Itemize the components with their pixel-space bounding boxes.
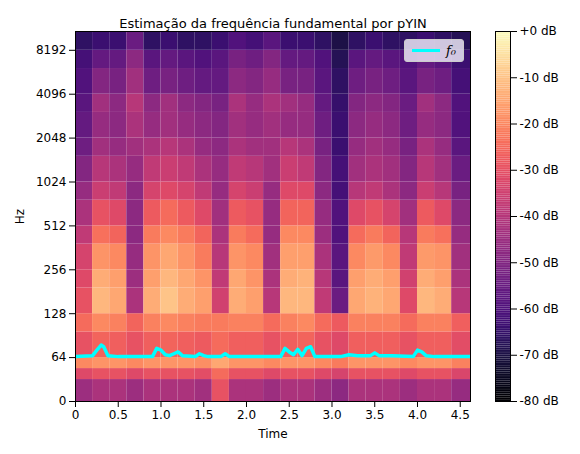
svg-text:-80 dB: -80 dB — [520, 394, 559, 408]
svg-text:1.5: 1.5 — [194, 408, 213, 422]
svg-text:2.5: 2.5 — [280, 408, 299, 422]
svg-text:512: 512 — [44, 219, 67, 233]
svg-text:Hz: Hz — [13, 209, 27, 224]
svg-text:4096: 4096 — [36, 87, 67, 101]
svg-text:0: 0 — [59, 394, 67, 408]
svg-text:3.0: 3.0 — [322, 408, 341, 422]
svg-text:2048: 2048 — [36, 131, 67, 145]
svg-text:-60 dB: -60 dB — [520, 302, 559, 316]
svg-text:0: 0 — [72, 408, 80, 422]
svg-text:1.0: 1.0 — [151, 408, 170, 422]
svg-text:3.5: 3.5 — [365, 408, 384, 422]
svg-text:-70 dB: -70 dB — [520, 348, 559, 362]
svg-text:256: 256 — [44, 263, 67, 277]
svg-text:-20 dB: -20 dB — [520, 117, 559, 131]
svg-text:-40 dB: -40 dB — [520, 209, 559, 223]
svg-text:64: 64 — [51, 350, 66, 364]
svg-text:0.5: 0.5 — [109, 408, 128, 422]
svg-text:-30 dB: -30 dB — [520, 163, 559, 177]
svg-text:Estimação da frequência fundam: Estimação da frequência fundamental por … — [119, 16, 427, 31]
svg-text:Time: Time — [257, 427, 287, 441]
svg-text:8192: 8192 — [36, 43, 67, 57]
svg-text:1024: 1024 — [36, 175, 67, 189]
svg-text:4.0: 4.0 — [408, 408, 427, 422]
svg-text:4.5: 4.5 — [451, 408, 470, 422]
svg-text:2.0: 2.0 — [237, 408, 256, 422]
html-text:f₀: f₀ — [446, 43, 456, 58]
svg-text:-50 dB: -50 dB — [520, 256, 559, 270]
svg-text:+0 dB: +0 dB — [520, 24, 557, 38]
svg-text:-10 dB: -10 dB — [520, 71, 559, 85]
svg-text:128: 128 — [44, 307, 67, 321]
